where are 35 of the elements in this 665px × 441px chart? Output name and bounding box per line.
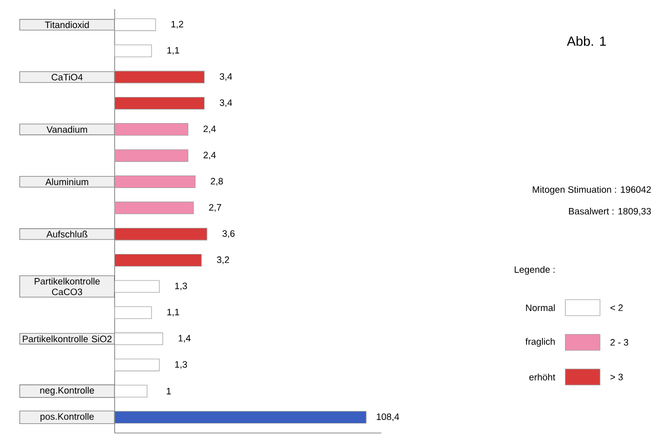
y-tick-label: Aluminium (45, 178, 88, 186)
data-label: 3,4 (220, 73, 232, 81)
data-label: 1,3 (175, 361, 187, 369)
text: 2 - 3 (610, 339, 628, 346)
y-tick-label: Titandioxid (44, 21, 89, 28)
data-label: 2,4 (204, 152, 216, 160)
legend-label: fraglich (525, 338, 555, 347)
data-label: 3,4 (220, 99, 232, 108)
y-tick-label: Vanadium (46, 126, 88, 133)
data-label: 2,8 (210, 178, 223, 186)
y-tick-label: Aufschluß (46, 230, 88, 238)
data-label: 1,1 (167, 308, 180, 316)
data-label: 1,3 (175, 282, 187, 290)
data-label: 3,2 (216, 256, 230, 264)
data-label: 1,2 (171, 20, 184, 29)
y-tick-label: neg.Kontrolle (40, 386, 94, 396)
data-label: 1,4 (178, 334, 191, 343)
data-label: 3,6 (222, 230, 235, 238)
text: Abb. 1 (566, 36, 606, 46)
data-label: 2,4 (204, 126, 216, 134)
y-tick-label: Partikelkontrolle CaCO3 (34, 278, 100, 296)
legend-label: Normal (526, 304, 555, 312)
data-label: 2,7 (209, 204, 222, 212)
legend-title: Legende : (514, 266, 555, 275)
text: Mitogen Stimuation : 196042 (532, 186, 651, 195)
data-label: 108,4 (376, 413, 400, 422)
data-label: 1,1 (167, 47, 180, 55)
text: Basalwert : 1809,33 (569, 208, 651, 216)
y-tick-label: pos.Kontrolle (40, 412, 94, 422)
data-label: 1 (166, 388, 171, 394)
text: < 2 (610, 304, 623, 311)
legend-label: erhöht (529, 374, 556, 380)
y-tick-label: CaTiO4 (52, 74, 83, 80)
text: > 3 (610, 374, 623, 380)
y-tick-label: Partikelkontrolle SiO2 (22, 335, 112, 342)
